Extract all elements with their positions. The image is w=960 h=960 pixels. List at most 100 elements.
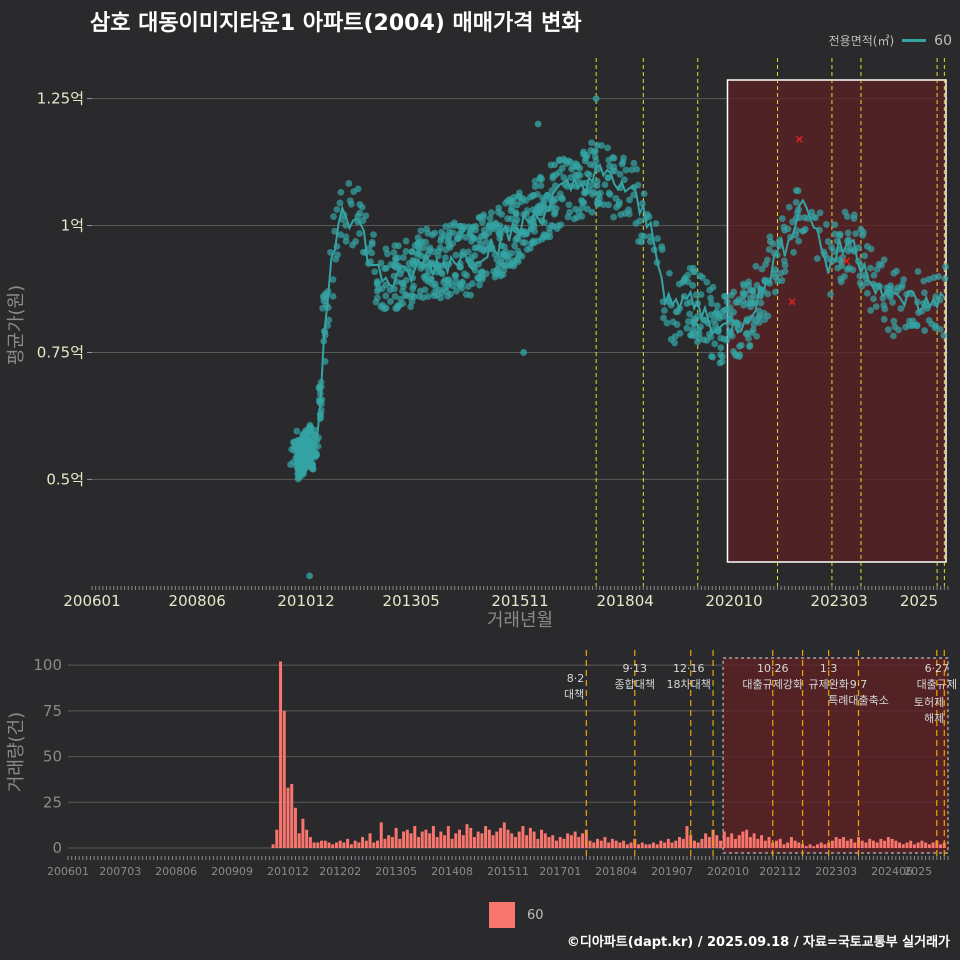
scatter-point [920, 277, 928, 285]
scatter-point [717, 344, 725, 352]
scatter-point [831, 221, 839, 229]
scatter-point [436, 244, 444, 252]
scatter-point [920, 289, 928, 297]
bar-x-tick-label: 201701 [539, 865, 581, 878]
scatter-point [841, 273, 848, 280]
volume-bar [629, 842, 633, 848]
scatter-point [520, 349, 528, 356]
scatter-point [591, 153, 599, 161]
scatter-point [763, 256, 771, 264]
volume-bar [308, 837, 312, 848]
x-tick-label: 201511 [491, 592, 548, 610]
scatter-point [697, 291, 705, 298]
scatter-point [699, 274, 707, 281]
volume-bar [439, 831, 443, 848]
volume-bar [353, 840, 357, 848]
volume-bar [342, 842, 346, 848]
volume-bar [871, 840, 875, 848]
volume-bar [279, 661, 283, 848]
scatter-point [359, 217, 367, 224]
scatter-point [336, 199, 344, 207]
scatter-point [452, 272, 460, 280]
policy-event-label: 8·2 대책 [564, 672, 584, 701]
volume-bar [588, 840, 592, 848]
scatter-point [306, 572, 314, 580]
volume-bar [528, 827, 532, 848]
bar-x-tick-label: 201012 [267, 865, 309, 878]
volume-bar [849, 838, 853, 848]
scatter-point [451, 222, 459, 229]
scatter-point [707, 294, 714, 302]
scatter-point [753, 332, 761, 340]
scatter-point [736, 342, 743, 350]
scatter-point [860, 228, 867, 236]
scatter-point [880, 315, 888, 323]
scatter-point [445, 276, 453, 284]
volume-bar [763, 840, 767, 848]
scatter-point [497, 272, 505, 280]
volume-bar [290, 784, 294, 848]
volume-bar [424, 829, 428, 848]
scatter-point [576, 164, 584, 172]
volume-bar [338, 840, 342, 848]
scatter-point [368, 238, 376, 246]
scatter-point [583, 152, 591, 160]
scatter-point [373, 280, 381, 288]
scatter-point [692, 291, 700, 299]
scatter-point [592, 147, 599, 155]
volume-bar [927, 844, 931, 848]
bar-y-tick-label: 100 [33, 656, 62, 674]
volume-bar [405, 829, 409, 848]
volume-bar [685, 826, 689, 848]
volume-bar [767, 837, 771, 848]
scatter-point [402, 237, 410, 245]
volume-bar [890, 838, 894, 848]
scatter-point [690, 268, 697, 276]
scatter-point [879, 294, 887, 302]
scatter-point [625, 206, 632, 214]
scatter-point [356, 230, 363, 237]
volume-bar [413, 826, 417, 848]
volume-bar [446, 826, 450, 848]
scatter-point [769, 240, 777, 248]
volume-bar [443, 835, 447, 848]
volume-bar [454, 833, 458, 848]
volume-bar [569, 835, 573, 848]
scatter-point [471, 252, 479, 259]
scatter-point [548, 222, 555, 229]
scatter-point [329, 276, 337, 283]
scatter-point [646, 238, 654, 246]
x-axis-title: 거래년월 [487, 610, 553, 631]
scatter-point [932, 322, 939, 330]
scatter-point [638, 238, 645, 246]
volume-bar [551, 835, 555, 848]
scatter-point [610, 213, 618, 221]
scatter-point [551, 161, 559, 169]
bar-highlight-region [722, 657, 949, 854]
scatter-point [792, 199, 800, 206]
scatter-point [431, 229, 439, 237]
volume-bar [293, 807, 297, 848]
volume-bar [674, 840, 678, 848]
chart-title: 삼호 대동이미지타운1 아파트(2004) 매매가격 변화 [90, 11, 582, 36]
volume-bar [499, 827, 503, 848]
volume-bar [830, 840, 834, 848]
scatter-point [463, 272, 471, 279]
scatter-point [766, 233, 774, 241]
volume-bar [327, 842, 331, 848]
volume-bar [554, 840, 558, 848]
bar-x-tick-label: 201804 [595, 865, 637, 878]
cancel-marker [795, 135, 803, 143]
scatter-point [856, 272, 864, 280]
volume-bar [939, 844, 943, 848]
scatter-point [870, 295, 877, 303]
scatter-point [878, 261, 885, 269]
policy-event-label-line: 종합대책 [615, 678, 655, 691]
scatter-point [514, 258, 522, 266]
scatter-point [663, 319, 671, 327]
scatter-point [387, 298, 394, 305]
volume-bar [797, 842, 801, 848]
scatter-point [452, 251, 460, 259]
scatter-point [476, 281, 483, 289]
